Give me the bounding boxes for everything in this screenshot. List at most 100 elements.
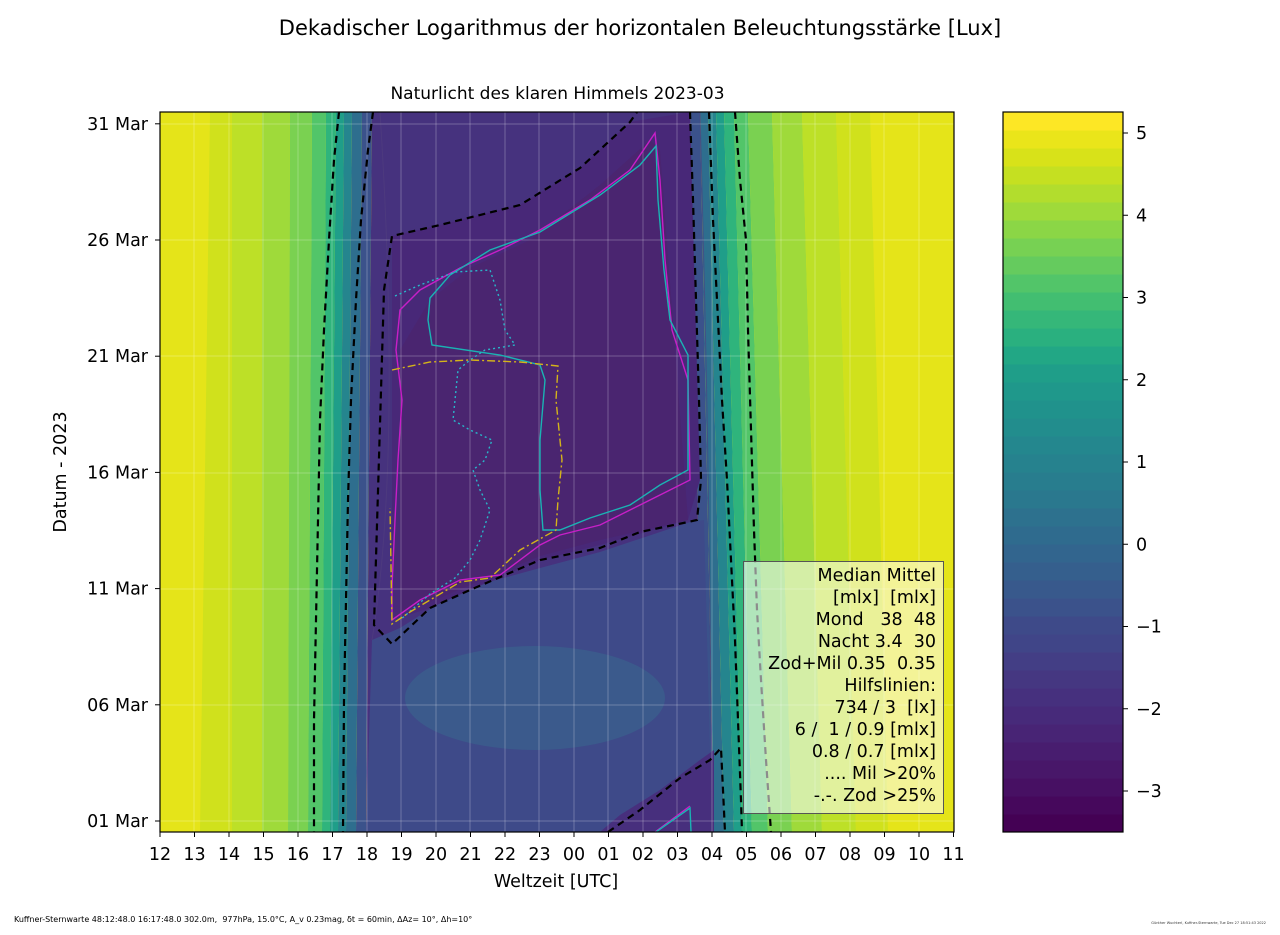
x-tick-label: 18 [356, 845, 378, 865]
legend-line: .... Mil >20% [824, 764, 936, 784]
x-tick-label: 08 [839, 845, 861, 865]
colorbar [1003, 112, 1123, 833]
colorbar-band [1003, 130, 1123, 149]
x-tick-label: 14 [218, 845, 240, 865]
colorbar-band [1003, 184, 1123, 203]
x-tick-label: 13 [183, 845, 205, 865]
colorbar-tick-label: 4 [1136, 206, 1147, 226]
legend-line: -.-. Zod >25% [813, 786, 936, 806]
y-tick-label: 11 Mar [87, 580, 149, 600]
colorbar-band [1003, 562, 1123, 581]
colorbar-band [1003, 526, 1123, 545]
colorbar-band [1003, 508, 1123, 527]
y-tick-label: 01 Mar [87, 812, 149, 832]
colorbar-band [1003, 382, 1123, 401]
colorbar-band [1003, 346, 1123, 365]
colorbar-band [1003, 580, 1123, 599]
x-tick-label: 04 [701, 845, 723, 865]
y-axis-label: Datum - 2023 [51, 411, 71, 532]
colorbar-tick-label: −2 [1136, 700, 1162, 720]
colorbar-band [1003, 724, 1123, 743]
y-tick-label: 16 Mar [87, 463, 149, 483]
legend-line: 734 / 3 [lx] [834, 698, 936, 718]
x-tick-label: 07 [804, 845, 826, 865]
colorbar-band [1003, 256, 1123, 275]
y-axis: 01 Mar 06 Mar 11 Mar 16 Mar 21 Mar 26 Mar 31 M… [87, 115, 160, 832]
colorbar-ticks: 5 4 3 2 1 0 −1 −2 −3 [1123, 124, 1162, 802]
x-tick-label: 02 [632, 845, 654, 865]
legend-line: 6 / 1 / 0.9 [mlx] [794, 720, 936, 740]
colorbar-band [1003, 148, 1123, 167]
colorbar-band [1003, 418, 1123, 437]
colorbar-band [1003, 490, 1123, 509]
colorbar-band [1003, 472, 1123, 491]
legend-line: Hilfslinien: [844, 676, 936, 696]
y-tick-label: 06 Mar [87, 696, 149, 716]
x-tick-label: 21 [459, 845, 481, 865]
x-tick-label: 05 [735, 845, 757, 865]
colorbar-band [1003, 796, 1123, 815]
x-tick-label: 12 [149, 845, 171, 865]
x-tick-label: 23 [528, 845, 550, 865]
x-tick-label: 09 [873, 845, 895, 865]
chart-title: Naturlicht des klaren Himmels 2023-03 [390, 84, 725, 104]
contour-cyan [427, 144, 689, 531]
legend-line: Nacht 3.4 30 [817, 632, 936, 652]
colorbar-band [1003, 814, 1123, 833]
x-tick-label: 19 [390, 845, 412, 865]
colorbar-tick-label: 2 [1136, 371, 1147, 391]
colorbar-band [1003, 202, 1123, 221]
colorbar-tick-label: −1 [1136, 618, 1162, 638]
x-tick-label: 16 [287, 845, 309, 865]
colorbar-band [1003, 706, 1123, 725]
colorbar-tick-label: −3 [1136, 782, 1162, 802]
contour-dashed-black [312, 112, 773, 832]
colorbar-band [1003, 778, 1123, 797]
colorbar-band [1003, 616, 1123, 635]
x-tick-label: 20 [425, 845, 447, 865]
colorbar-band [1003, 220, 1123, 239]
colorbar-band [1003, 274, 1123, 293]
colorbar-tick-label: 0 [1136, 535, 1147, 555]
colorbar-band [1003, 598, 1123, 617]
x-tick-label: 06 [770, 845, 792, 865]
y-tick-label: 31 Mar [87, 115, 149, 135]
legend-line: [mlx] [mlx] [833, 588, 936, 608]
contour-mil-dotted [394, 269, 517, 621]
legend-line: 0.8 / 0.7 [mlx] [811, 742, 936, 762]
x-tick-label: 00 [563, 845, 585, 865]
colorbar-band [1003, 742, 1123, 761]
colorbar-band [1003, 760, 1123, 779]
colorbar-frame [1002, 111, 1124, 833]
legend-line: Median Mittel [817, 566, 936, 586]
colorbar-band [1003, 310, 1123, 329]
x-axis-label: Weltzeit [UTC] [494, 872, 618, 892]
footer-credit: Günther Wuchterl, Kuffner-Sternwarte, Tu… [1151, 921, 1266, 925]
colorbar-band [1003, 454, 1123, 473]
colorbar-band [1003, 400, 1123, 419]
colorbar-band [1003, 688, 1123, 707]
x-tick-label: 10 [908, 845, 930, 865]
colorbar-band [1003, 544, 1123, 563]
x-tick-label: 01 [597, 845, 619, 865]
colorbar-band [1003, 436, 1123, 455]
x-tick-label: 03 [666, 845, 688, 865]
colorbar-band [1003, 292, 1123, 311]
x-axis: 12 13 14 15 16 17 18 19 20 21 22 23 00 01 02 03 04 05 06 07… [149, 832, 965, 865]
x-tick-label: 11 [942, 845, 964, 865]
legend-box: Median Mittel [mlx] [mlx] Mond 38 48 Nac… [743, 561, 944, 814]
legend-line: Zod+Mil 0.35 0.35 [768, 654, 936, 674]
x-tick-label: 15 [252, 845, 274, 865]
colorbar-band [1003, 634, 1123, 653]
colorbar-band [1003, 238, 1123, 257]
contour-zod-dashdot [389, 359, 563, 626]
contour-magenta [391, 131, 691, 622]
x-tick-label: 22 [494, 845, 516, 865]
colorbar-band [1003, 112, 1123, 131]
y-tick-label: 21 Mar [87, 347, 149, 367]
footer-observatory: Kuffner-Sternwarte 48:12:48.0 16:17:48.0… [14, 915, 473, 924]
colorbar-band [1003, 328, 1123, 347]
colorbar-band [1003, 166, 1123, 185]
y-tick-label: 26 Mar [87, 231, 149, 251]
